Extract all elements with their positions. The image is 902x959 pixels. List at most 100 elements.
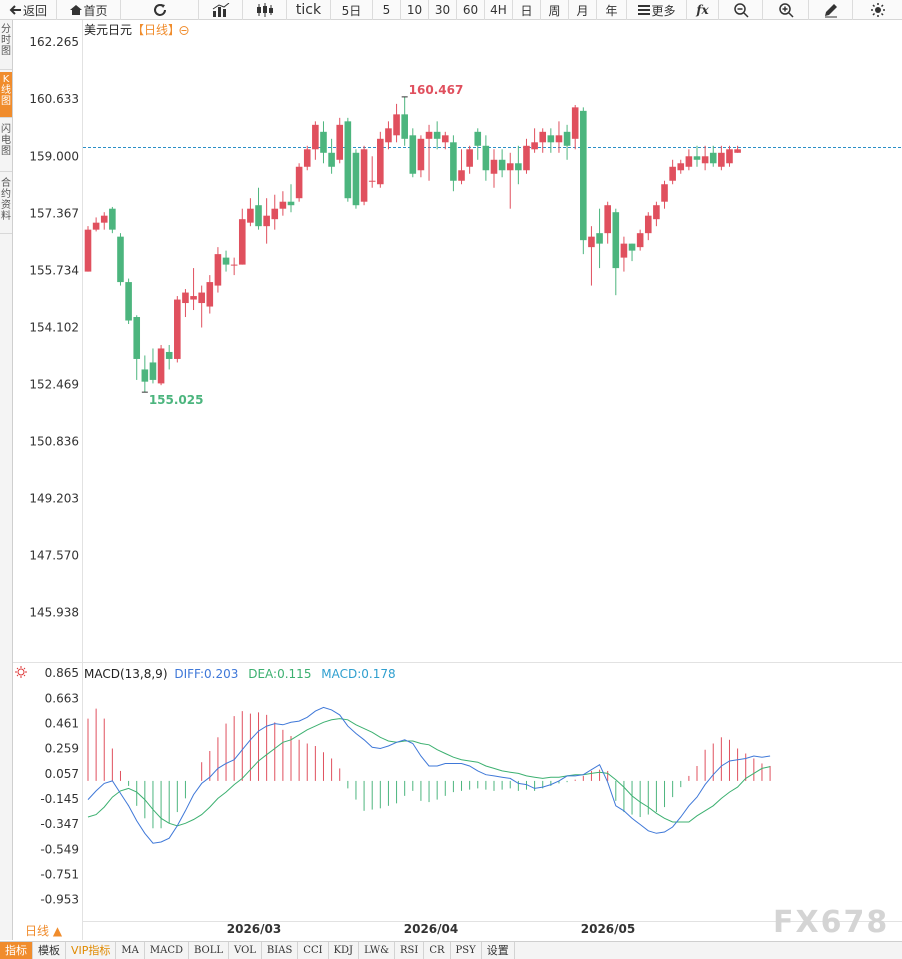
tab-cr[interactable]: CR	[424, 942, 451, 959]
tab-macd[interactable]: MACD	[145, 942, 190, 959]
candle-body	[141, 369, 149, 382]
period-week[interactable]: 周	[541, 0, 569, 20]
candle-body	[263, 215, 270, 227]
period-month[interactable]: 月	[569, 0, 597, 20]
tab-boll[interactable]: BOLL	[189, 942, 230, 959]
tab-indicators[interactable]: 指标	[0, 942, 33, 959]
toolbar: 返回 首页 tick 5日 5 10 30 60 4H 日 周 月 年 更多 f…	[0, 0, 902, 20]
tab-vol[interactable]: VOL	[229, 942, 262, 959]
candle-body	[693, 156, 701, 160]
period-30min[interactable]: 30	[429, 0, 457, 20]
price-axis-label: 154.102	[29, 320, 79, 334]
candlestick-button[interactable]	[243, 0, 287, 20]
refresh-button[interactable]	[121, 0, 199, 20]
period-badge[interactable]: 日线 ▲	[13, 922, 82, 940]
back-label: 返回	[22, 3, 47, 18]
candle-body	[230, 264, 238, 266]
candle-body	[222, 257, 230, 265]
candle-body	[644, 215, 652, 234]
price-axis-label: 162.265	[29, 35, 79, 49]
candle-body	[109, 208, 116, 230]
back-button[interactable]: 返回	[0, 0, 57, 20]
candle-body	[523, 145, 530, 171]
candle-body	[279, 201, 287, 209]
chart-area[interactable]: 162.265 160.633 159.000 157.367 155.734 154.1…	[13, 20, 902, 940]
candle-body	[377, 138, 384, 185]
tab-vip-indicators[interactable]: VIP指标	[66, 942, 117, 959]
theme-button[interactable]	[853, 0, 902, 20]
candle-body	[458, 170, 465, 181]
candlestick-icon	[256, 3, 273, 17]
candlesticks	[84, 96, 741, 393]
candle-body	[677, 163, 685, 171]
candle-body	[295, 166, 303, 199]
back-arrow-icon	[9, 5, 21, 15]
candle-body	[417, 138, 425, 171]
candle-body	[620, 243, 628, 258]
candle-body	[149, 362, 157, 380]
collapse-icon[interactable]	[179, 26, 189, 35]
macd-axis-label: 0.461	[45, 716, 79, 730]
draw-button[interactable]	[809, 0, 853, 20]
tab-bias[interactable]: BIAS	[262, 942, 299, 959]
tab-lwr[interactable]: LW&	[359, 942, 396, 959]
candle-body	[360, 149, 368, 202]
candle-body	[539, 131, 547, 143]
candle-body	[336, 124, 344, 160]
period-day[interactable]: 日	[513, 0, 541, 20]
zoom-out-button[interactable]	[719, 0, 763, 20]
macd-histogram	[87, 708, 771, 829]
side-tab-kline[interactable]: K线图	[0, 72, 12, 118]
macd-axis-label: -0.145	[40, 792, 79, 806]
macd-axis-label: -0.751	[40, 868, 79, 882]
candle-body	[368, 180, 376, 182]
more-button[interactable]: 更多	[627, 0, 687, 20]
period-5day[interactable]: 5日	[331, 0, 373, 20]
formula-button[interactable]: fx	[687, 0, 719, 20]
macd-axis-label: 0.057	[45, 767, 79, 781]
price-axis-label: 145.938	[29, 606, 79, 620]
period-4h[interactable]: 4H	[485, 0, 513, 20]
zoom-in-icon	[778, 3, 794, 18]
tab-rsi[interactable]: RSI	[395, 942, 425, 959]
watermark-logo: FX678	[773, 905, 889, 940]
dea-line	[87, 718, 771, 827]
price-axis-label: 147.570	[29, 549, 79, 563]
period-10min[interactable]: 10	[401, 0, 429, 20]
extreme-markers: 160.467 155.025	[141, 83, 463, 407]
side-tab-timeshare[interactable]: 分时图	[0, 20, 12, 70]
candle-body	[734, 149, 741, 153]
price-axis-label: 149.203	[29, 492, 79, 506]
candle-body	[506, 163, 514, 171]
chart-type-button[interactable]	[199, 0, 243, 20]
tab-settings[interactable]: 设置	[482, 942, 515, 959]
tab-kdj[interactable]: KDJ	[329, 942, 360, 959]
side-tab-flash[interactable]: 闪电图	[0, 120, 12, 172]
candle-body	[563, 131, 571, 146]
period-year[interactable]: 年	[597, 0, 627, 20]
candle-body	[474, 131, 482, 146]
macd-dea-value: DEA:0.115	[248, 667, 311, 681]
candle-body	[117, 236, 124, 283]
candle-body	[344, 121, 352, 199]
candle-body	[498, 159, 506, 171]
home-button[interactable]: 首页	[57, 0, 121, 20]
tab-psy[interactable]: PSY	[451, 942, 482, 959]
settings-gear-icon[interactable]	[15, 666, 27, 678]
candle-body	[206, 282, 214, 307]
tab-cci[interactable]: CCI	[298, 942, 329, 959]
candle-body	[653, 205, 660, 220]
candle-body	[409, 135, 417, 174]
refresh-icon	[153, 4, 166, 16]
more-label: 更多	[651, 3, 676, 18]
macd-axis-label: 0.865	[45, 666, 79, 680]
side-tab-contract[interactable]: 合约资料	[0, 174, 12, 234]
price-axis-label: 150.836	[29, 435, 79, 449]
tab-templates[interactable]: 模板	[33, 942, 66, 959]
zoom-out-icon	[733, 3, 749, 18]
tick-button[interactable]: tick	[287, 0, 331, 20]
tab-ma[interactable]: MA	[116, 942, 145, 959]
period-60min[interactable]: 60	[457, 0, 485, 20]
zoom-in-button[interactable]	[763, 0, 809, 20]
period-5min[interactable]: 5	[373, 0, 401, 20]
